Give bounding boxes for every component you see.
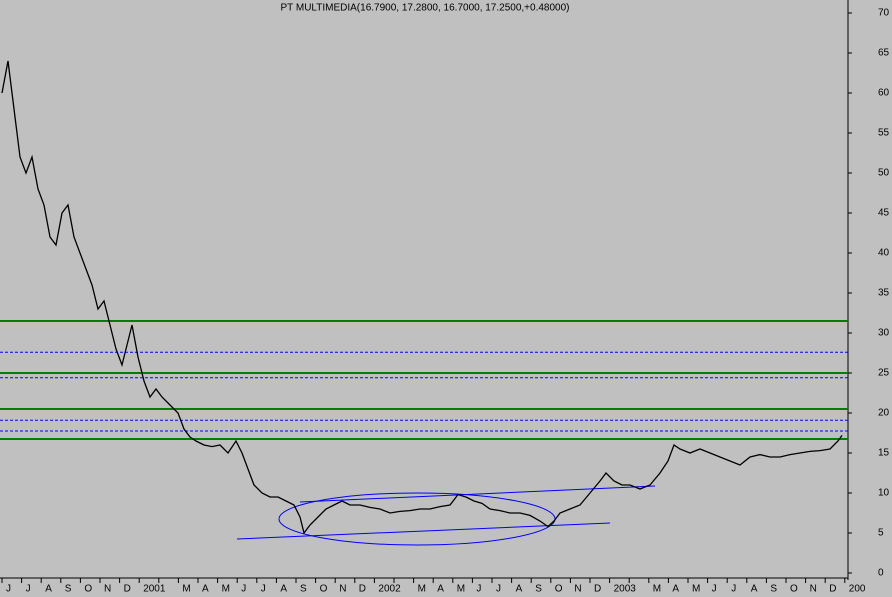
y-tick-label: 45	[878, 208, 890, 219]
x-tick-label: J	[731, 584, 736, 595]
y-tick-label: 65	[878, 48, 890, 59]
x-tick-label: O	[555, 584, 563, 595]
x-tick-label: A	[280, 584, 287, 595]
y-tick-label: 5	[878, 528, 884, 539]
x-tick-label: O	[790, 584, 798, 595]
x-tick-label: D	[594, 584, 601, 595]
y-tick-label: 70	[878, 8, 890, 19]
x-tick-label: A	[672, 584, 679, 595]
x-tick-label: J	[26, 584, 31, 595]
x-tick-label: O	[84, 584, 92, 595]
x-tick-label: S	[300, 584, 307, 595]
x-tick-label: J	[476, 584, 481, 595]
x-tick-label: A	[45, 584, 52, 595]
y-tick-label: 50	[878, 168, 890, 179]
x-tick-label: M	[692, 584, 700, 595]
chart-title: PT MULTIMEDIA(16.7900, 17.2800, 16.7000,…	[281, 3, 570, 14]
x-tick-label: M	[653, 584, 661, 595]
x-tick-label: J	[496, 584, 501, 595]
x-tick-label: O	[320, 584, 328, 595]
x-tick-label: J	[241, 584, 246, 595]
x-tick-label: 2002	[378, 584, 401, 595]
x-tick-label: M	[457, 584, 465, 595]
x-tick-label: D	[829, 584, 836, 595]
x-tick-label: A	[516, 584, 523, 595]
x-tick-label: N	[810, 584, 817, 595]
y-tick-label: 60	[878, 88, 890, 99]
y-tick-label: 10	[878, 488, 890, 499]
y-tick-label: 0	[878, 568, 884, 579]
x-tick-label: N	[574, 584, 581, 595]
x-tick-label: 2001	[143, 584, 166, 595]
y-tick-label: 55	[878, 128, 890, 139]
y-tick-label: 25	[878, 368, 890, 379]
x-tick-label: 200	[849, 584, 866, 595]
price-line	[1, 60, 843, 535]
x-tick-label: A	[437, 584, 444, 595]
x-tick-label: J	[6, 584, 11, 595]
x-tick-label: 2003	[614, 584, 637, 595]
y-tick-label: 20	[878, 408, 890, 419]
x-tick-label: J	[261, 584, 266, 595]
x-tick-label: A	[751, 584, 758, 595]
x-tick-label: M	[418, 584, 426, 595]
x-tick-label: S	[770, 584, 777, 595]
x-tick-label: M	[222, 584, 230, 595]
plot-area	[0, 0, 848, 578]
x-tick-label: D	[124, 584, 131, 595]
x-tick-label: N	[104, 584, 111, 595]
y-tick-label: 30	[878, 328, 890, 339]
y-tick-label: 35	[878, 288, 890, 299]
trend-line	[299, 485, 656, 503]
y-tick-label: 15	[878, 448, 890, 459]
x-tick-label: M	[182, 584, 190, 595]
x-tick-label: N	[339, 584, 346, 595]
x-tick-label: J	[712, 584, 717, 595]
y-tick-label: 40	[878, 248, 890, 259]
x-tick-label: S	[65, 584, 72, 595]
x-tick-label: A	[202, 584, 209, 595]
x-tick-label: S	[535, 584, 542, 595]
x-tick-label: D	[359, 584, 366, 595]
trend-line	[236, 522, 611, 540]
